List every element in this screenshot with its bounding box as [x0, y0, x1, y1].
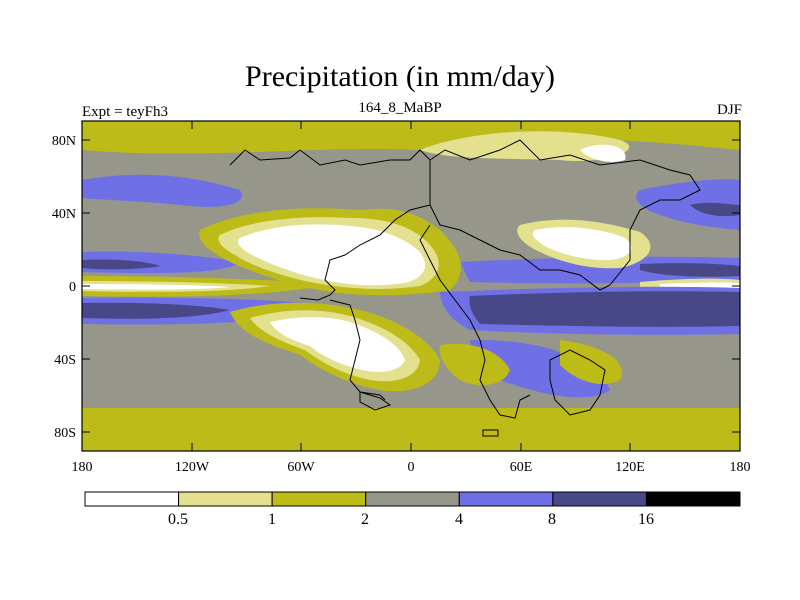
season-label: DJF: [716, 102, 742, 118]
asia-white: [532, 227, 632, 261]
colorbar-swatch: [458, 491, 554, 507]
precip-field: [82, 121, 740, 451]
lon-tick-label: 180: [72, 460, 93, 475]
sh-subtropic-white: [270, 317, 405, 372]
colorbar-label: 1: [268, 511, 276, 528]
lat-tick-label: 40N: [52, 207, 76, 222]
colorbar-label: 4: [455, 511, 463, 528]
colorbar-swatch: [178, 491, 273, 507]
north-tropic-west-core: [82, 259, 160, 270]
colorbar-label: 0.5: [168, 511, 188, 528]
lon-tick-label: 0: [408, 460, 415, 475]
sh-africa-olive: [439, 343, 510, 386]
colorbar-label: 8: [548, 511, 556, 528]
colorbar-labels: 0.5 1 2 4 8 16: [168, 511, 654, 528]
colorbar-swatch: [552, 491, 647, 507]
sh-australia-olive: [560, 340, 622, 385]
australia-coast: [549, 349, 606, 416]
africa-coast: [419, 224, 531, 419]
lon-tick-label: 120W: [175, 460, 210, 475]
colorbar: [84, 491, 741, 507]
eurasia-coast: [429, 139, 701, 291]
nh-subtropic-white: [238, 224, 425, 286]
lat-tick-label: 80S: [54, 426, 76, 441]
lon-tick-label: 120E: [615, 460, 645, 475]
small-island-coast: [482, 429, 499, 437]
arctic-olive: [82, 121, 740, 154]
south-tropic-west-core: [82, 302, 230, 319]
colorbar-swatch: [84, 491, 180, 507]
north-storm-track-west: [82, 174, 242, 207]
axis-ticks: [82, 121, 740, 451]
north-tropic-east-core: [640, 263, 740, 277]
experiment-label: Expt = teyFh3: [82, 104, 168, 120]
siberia-white: [580, 144, 626, 162]
lat-tick-label: 0: [69, 280, 76, 295]
lon-tick-label: 60W: [287, 460, 315, 475]
lon-tick-label: 60E: [510, 460, 533, 475]
north-storm-core: [690, 202, 740, 217]
lon-tick-label: 180: [730, 460, 751, 475]
colorbar-swatch: [365, 491, 460, 507]
siberia-light: [420, 131, 630, 161]
south-tropic-east-core: [469, 291, 740, 327]
north-storm-track-east: [636, 179, 740, 230]
colorbar-swatch: [271, 491, 367, 507]
lon-axis: 180 120W 60W 0 60E 120E 180: [72, 460, 751, 475]
coastlines: [229, 139, 701, 437]
lat-tick-label: 40S: [54, 353, 76, 368]
colorbar-label: 2: [361, 511, 369, 528]
lat-tick-label: 80N: [52, 134, 76, 149]
colorbar-swatch: [645, 491, 741, 507]
lat-axis: 80N 40N 0 40S 80S: [52, 134, 76, 441]
north-america-coast: [229, 149, 431, 301]
colorbar-label: 16: [638, 511, 654, 528]
south-america-coast: [329, 299, 386, 401]
map-title: Precipitation (in mm/day): [245, 60, 555, 93]
period-label: 164_8_MaBP: [358, 100, 442, 116]
south-storm-indian: [470, 339, 610, 398]
equator-white-west: [82, 284, 230, 290]
antarctic-island-coast: [359, 391, 392, 411]
